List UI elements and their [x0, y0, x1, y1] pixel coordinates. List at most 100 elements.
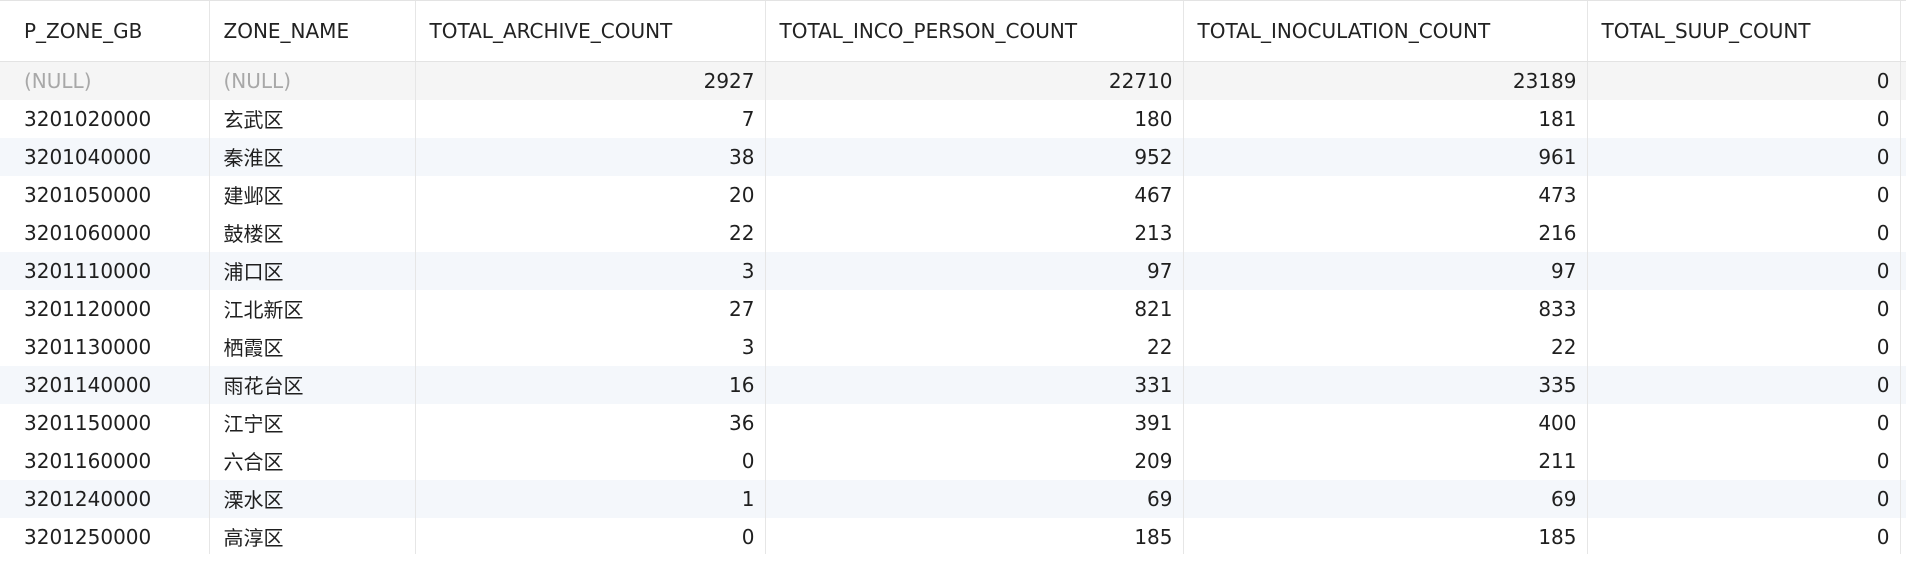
table-row[interactable]: 3201240000 溧水区 1 69 69 0 [0, 479, 1906, 518]
cell-zone-name[interactable]: 溧水区 [208, 479, 415, 518]
cell-zone-name[interactable]: 高淳区 [208, 517, 415, 556]
table-row[interactable]: 3201040000 秦淮区 38 952 961 0 [0, 137, 1906, 176]
column-header-zone-name[interactable]: ZONE_NAME [208, 0, 415, 62]
cell-total-inco-person-count[interactable]: 22710 [764, 61, 1183, 100]
cell-total-inco-person-count[interactable]: 331 [764, 365, 1183, 404]
cell-total-inoculation-count[interactable]: 211 [1182, 441, 1587, 480]
table-row[interactable]: 3201160000 六合区 0 209 211 0 [0, 441, 1906, 480]
cell-total-inco-person-count[interactable]: 213 [764, 213, 1183, 252]
cell-zone-name[interactable]: 江宁区 [208, 403, 415, 442]
cell-p-zone-gb[interactable]: (NULL) [24, 68, 92, 93]
cell-total-inco-person-count[interactable]: 821 [764, 289, 1183, 328]
cell-total-suup-count[interactable]: 0 [1586, 175, 1900, 214]
cell-total-inco-person-count[interactable]: 180 [764, 99, 1183, 138]
cell-total-suup-count[interactable]: 0 [1586, 289, 1900, 328]
cell-zone-name[interactable]: 雨花台区 [208, 365, 415, 404]
cell-total-archive-count[interactable]: 38 [414, 137, 765, 176]
cell-zone-name[interactable]: 六合区 [208, 441, 415, 480]
cell-total-archive-count[interactable]: 22 [414, 213, 765, 252]
cell-total-inoculation-count[interactable]: 97 [1182, 251, 1587, 290]
column-header-total-inco-person-count[interactable]: TOTAL_INCO_PERSON_COUNT [764, 0, 1183, 62]
cell-total-suup-count[interactable]: 0 [1586, 365, 1900, 404]
cell-total-suup-count[interactable]: 0 [1586, 213, 1900, 252]
cell-p-zone-gb[interactable]: 3201060000 [24, 220, 152, 245]
cell-p-zone-gb[interactable]: 3201130000 [24, 334, 152, 359]
cell-p-zone-gb[interactable]: 3201050000 [24, 182, 152, 207]
cell-total-inco-person-count[interactable]: 467 [764, 175, 1183, 214]
cell-p-zone-gb[interactable]: 3201120000 [24, 296, 152, 321]
cell-zone-name[interactable]: 建邺区 [208, 175, 415, 214]
cell-total-inoculation-count[interactable]: 181 [1182, 99, 1587, 138]
cell-total-suup-count[interactable]: 0 [1586, 403, 1900, 442]
cell-total-archive-count[interactable]: 0 [414, 517, 765, 556]
column-header-p-zone-gb[interactable]: P_ZONE_GB [0, 0, 209, 62]
table-row[interactable]: 3201250000 高淳区 0 185 185 0 [0, 517, 1906, 556]
cell-total-inco-person-count[interactable]: 69 [764, 479, 1183, 518]
cell-total-archive-count[interactable]: 0 [414, 441, 765, 480]
cell-total-archive-count[interactable]: 3 [414, 251, 765, 290]
cell-total-suup-count[interactable]: 0 [1586, 327, 1900, 366]
column-header-total-inoculation-count[interactable]: TOTAL_INOCULATION_COUNT [1182, 0, 1587, 62]
cell-total-archive-count[interactable]: 3 [414, 327, 765, 366]
cell-total-suup-count[interactable]: 0 [1586, 517, 1900, 556]
row-edge [1899, 327, 1906, 366]
cell-zone-name[interactable]: 江北新区 [208, 289, 415, 328]
cell-zone-name[interactable]: 鼓楼区 [208, 213, 415, 252]
cell-total-archive-count[interactable]: 1 [414, 479, 765, 518]
table-row[interactable]: 3201130000 栖霞区 3 22 22 0 [0, 327, 1906, 366]
cell-zone-name[interactable]: 秦淮区 [208, 137, 415, 176]
cell-p-zone-gb[interactable]: 3201160000 [24, 448, 152, 473]
table-row[interactable]: 3201050000 建邺区 20 467 473 0 [0, 175, 1906, 214]
cell-total-suup-count[interactable]: 0 [1586, 441, 1900, 480]
cell-zone-name[interactable]: 玄武区 [208, 99, 415, 138]
cell-p-zone-gb[interactable]: 3201140000 [24, 372, 152, 397]
cell-total-suup-count[interactable]: 0 [1586, 251, 1900, 290]
table-row[interactable]: 3201120000 江北新区 27 821 833 0 [0, 289, 1906, 328]
cell-total-archive-count[interactable]: 36 [414, 403, 765, 442]
cell-total-inco-person-count[interactable]: 391 [764, 403, 1183, 442]
row-edge [1899, 365, 1906, 404]
cell-total-inoculation-count[interactable]: 335 [1182, 365, 1587, 404]
cell-total-inco-person-count[interactable]: 97 [764, 251, 1183, 290]
table-row[interactable]: 3201150000 江宁区 36 391 400 0 [0, 403, 1906, 442]
cell-total-inoculation-count[interactable]: 961 [1182, 137, 1587, 176]
cell-p-zone-gb[interactable]: 3201240000 [24, 486, 152, 511]
cell-total-inoculation-count[interactable]: 69 [1182, 479, 1587, 518]
cell-total-archive-count[interactable]: 7 [414, 99, 765, 138]
cell-p-zone-gb[interactable]: 3201150000 [24, 410, 152, 435]
cell-total-suup-count[interactable]: 0 [1586, 479, 1900, 518]
cell-total-inco-person-count[interactable]: 209 [764, 441, 1183, 480]
table-row[interactable]: (NULL) (NULL) 2927 22710 23189 0 [0, 61, 1906, 100]
cell-p-zone-gb[interactable]: 3201040000 [24, 144, 152, 169]
cell-p-zone-gb[interactable]: 3201250000 [24, 524, 152, 549]
cell-total-inoculation-count[interactable]: 185 [1182, 517, 1587, 556]
table-row[interactable]: 3201060000 鼓楼区 22 213 216 0 [0, 213, 1906, 252]
cell-total-suup-count[interactable]: 0 [1586, 137, 1900, 176]
cell-total-inoculation-count[interactable]: 833 [1182, 289, 1587, 328]
cell-total-inoculation-count[interactable]: 216 [1182, 213, 1587, 252]
cell-total-inoculation-count[interactable]: 23189 [1182, 61, 1587, 100]
cell-total-inoculation-count[interactable]: 400 [1182, 403, 1587, 442]
cell-p-zone-gb[interactable]: 3201110000 [24, 258, 152, 283]
cell-total-inco-person-count[interactable]: 952 [764, 137, 1183, 176]
cell-total-inoculation-count[interactable]: 22 [1182, 327, 1587, 366]
cell-total-suup-count[interactable]: 0 [1586, 61, 1900, 100]
column-header-total-suup-count[interactable]: TOTAL_SUUP_COUNT [1586, 0, 1900, 62]
cell-total-suup-count[interactable]: 0 [1586, 99, 1900, 138]
cell-total-inco-person-count[interactable]: 185 [764, 517, 1183, 556]
cell-total-inco-person-count[interactable]: 22 [764, 327, 1183, 366]
table-row[interactable]: 3201140000 雨花台区 16 331 335 0 [0, 365, 1906, 404]
cell-total-archive-count[interactable]: 20 [414, 175, 765, 214]
cell-total-archive-count[interactable]: 2927 [414, 61, 765, 100]
cell-zone-name[interactable]: (NULL) [208, 61, 415, 100]
column-header-total-archive-count[interactable]: TOTAL_ARCHIVE_COUNT [414, 0, 765, 62]
cell-total-inoculation-count[interactable]: 473 [1182, 175, 1587, 214]
cell-total-archive-count[interactable]: 27 [414, 289, 765, 328]
cell-zone-name[interactable]: 浦口区 [208, 251, 415, 290]
table-row[interactable]: 3201020000 玄武区 7 180 181 0 [0, 99, 1906, 138]
table-row[interactable]: 3201110000 浦口区 3 97 97 0 [0, 251, 1906, 290]
cell-total-archive-count[interactable]: 16 [414, 365, 765, 404]
cell-p-zone-gb[interactable]: 3201020000 [24, 106, 152, 131]
cell-zone-name[interactable]: 栖霞区 [208, 327, 415, 366]
